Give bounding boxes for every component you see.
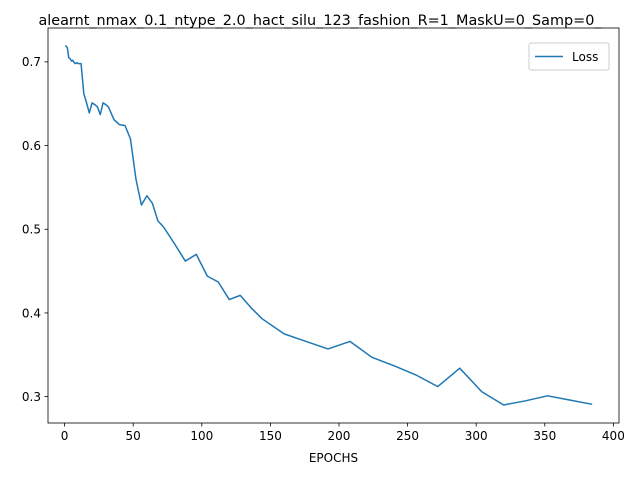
legend-box [528,42,610,71]
x-tick-label: 400 [602,429,625,443]
x-tick-label: 0 [61,429,69,443]
x-axis: 0 50 100 150 200 250 300 350 400 [61,423,625,443]
y-tick-label: 0.5 [22,223,41,237]
x-axis-label: EPOCHS [309,451,358,465]
x-tick-label: 350 [533,429,556,443]
chart-title: alearnt_nmax_0.1_ntype_2.0_hact_silu_123… [38,13,602,29]
y-axis: 0.3 0.4 0.5 0.6 0.7 [22,55,48,404]
y-tick-label: 0.4 [22,306,41,320]
y-tick-label: 0.6 [22,139,41,153]
series-line-loss [64,44,593,406]
y-tick-label: 0.3 [22,390,41,404]
x-tick-label: 50 [126,429,141,443]
y-tick-label: 0.7 [22,55,41,69]
legend-label-loss: Loss [572,50,598,64]
x-tick-label: 250 [396,429,419,443]
legend: Loss [528,42,610,71]
plot-area-frame [47,27,620,424]
series-layer [64,44,593,406]
x-tick-label: 300 [465,429,488,443]
x-tick-label: 100 [190,429,213,443]
x-tick-label: 150 [259,429,282,443]
x-tick-label: 200 [328,429,351,443]
